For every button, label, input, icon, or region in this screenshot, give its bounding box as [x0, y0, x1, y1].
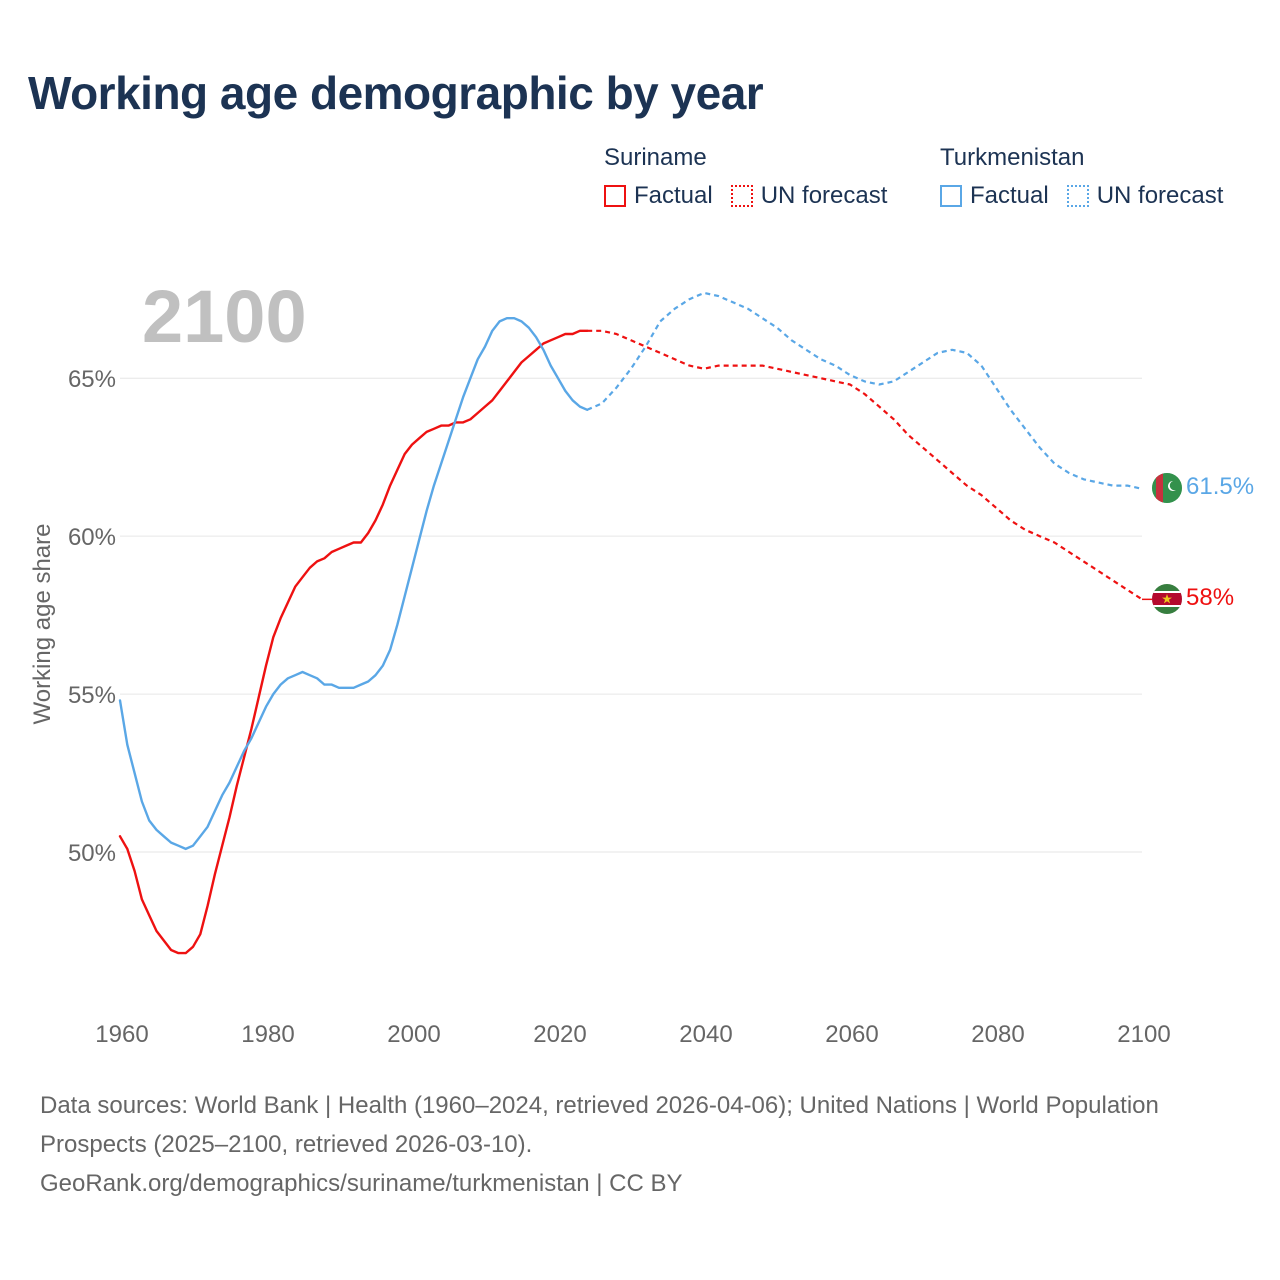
x-tick-label: 2100 — [1117, 1021, 1170, 1048]
legend-swatch-dotted — [1066, 185, 1089, 207]
legend-item-label: UN forecast — [760, 182, 888, 209]
turkmenistan-factual-line[interactable] — [118, 317, 589, 851]
suriname-flag-icon — [1152, 584, 1182, 614]
legend-swatch-solid — [940, 185, 962, 207]
grid-lines — [120, 377, 1142, 853]
legend-suriname: Suriname Factual UN forecast — [604, 140, 905, 216]
x-tick-label: 2060 — [825, 1021, 878, 1048]
line-chart: 2100 50% 55% 60% 65% 1960 1980 2000 2020 2040 20… — [29, 275, 1254, 1048]
x-tick-label: 2020 — [533, 1021, 586, 1048]
y-tick-label: 60% — [68, 524, 116, 551]
legend-item-turkmenistan-factual[interactable]: Factual — [940, 182, 1049, 210]
data-sources: Data sources: World Bank | Health (1960–… — [40, 1092, 1159, 1158]
y-tick-label: 50% — [68, 840, 116, 867]
footer: Data sources: World Bank | Health (1960–… — [40, 1086, 1220, 1203]
series-lines — [118, 291, 1143, 955]
legend-swatch-solid — [604, 185, 626, 207]
x-tick-label: 1960 — [95, 1021, 148, 1048]
turkmenistan-forecast-line[interactable] — [586, 291, 1143, 490]
legend-item-label: UN forecast — [1096, 182, 1224, 209]
legend-group-title: Suriname — [604, 144, 707, 171]
x-tick-label: 2080 — [971, 1021, 1024, 1048]
legend-group-title: Turkmenistan — [940, 144, 1085, 171]
legend-item-suriname-factual[interactable]: Factual — [604, 182, 713, 210]
legend-item-suriname-forecast[interactable]: UN forecast — [730, 182, 888, 210]
legend-swatch-dotted — [730, 185, 753, 207]
x-axis-ticks: 1960 1980 2000 2020 2040 2060 2080 2100 — [95, 1021, 1170, 1048]
turkmenistan-flag-icon — [1152, 473, 1182, 503]
legend-item-turkmenistan-forecast[interactable]: UN forecast — [1066, 182, 1224, 210]
year-watermark: 2100 — [142, 275, 307, 358]
chart-title: Working age demographic by year — [28, 67, 764, 119]
legend-item-label: Factual — [634, 182, 713, 209]
suriname-factual-line[interactable] — [118, 329, 589, 955]
legend-turkmenistan: Turkmenistan Factual UN forecast — [940, 140, 1241, 216]
x-tick-label: 2040 — [679, 1021, 732, 1048]
suriname-forecast-line[interactable] — [587, 329, 1143, 601]
legend-item-label: Factual — [970, 182, 1049, 209]
suriname-end-label: 58% — [1186, 584, 1234, 611]
y-axis-label: Working age share — [29, 524, 56, 725]
x-tick-label: 1980 — [241, 1021, 294, 1048]
y-tick-label: 55% — [68, 682, 116, 709]
y-tick-label: 65% — [68, 366, 116, 393]
x-tick-label: 2000 — [387, 1021, 440, 1048]
attribution-link[interactable]: GeoRank.org/demographics/suriname/turkme… — [40, 1170, 683, 1197]
y-axis-ticks: 50% 55% 60% 65% — [68, 366, 116, 867]
turkmenistan-end-label: 61.5% — [1186, 473, 1254, 500]
